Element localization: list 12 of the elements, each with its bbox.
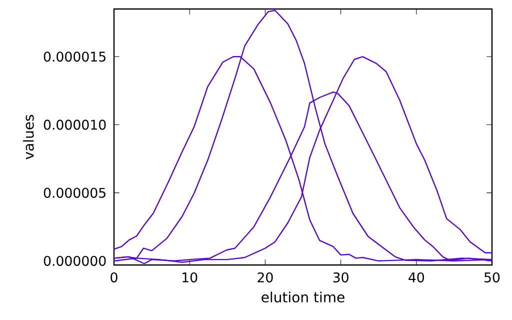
x-tick-label: 0	[110, 272, 118, 282]
y-axis-title: values	[23, 114, 34, 160]
x-tick-label: 50	[484, 272, 500, 282]
y-tick-label: 0.000015	[44, 52, 106, 62]
x-tick-label: 30	[333, 272, 348, 282]
x-tick-label: 10	[182, 272, 198, 282]
y-tick-label: 0.000010	[44, 120, 106, 130]
y-tick-label: 0.000000	[44, 256, 106, 266]
x-tick-label: 20	[258, 272, 273, 282]
y-tick-label: 0.000005	[44, 188, 106, 198]
x-axis-title: elution time	[262, 292, 344, 302]
x-tick-label: 40	[408, 272, 424, 282]
